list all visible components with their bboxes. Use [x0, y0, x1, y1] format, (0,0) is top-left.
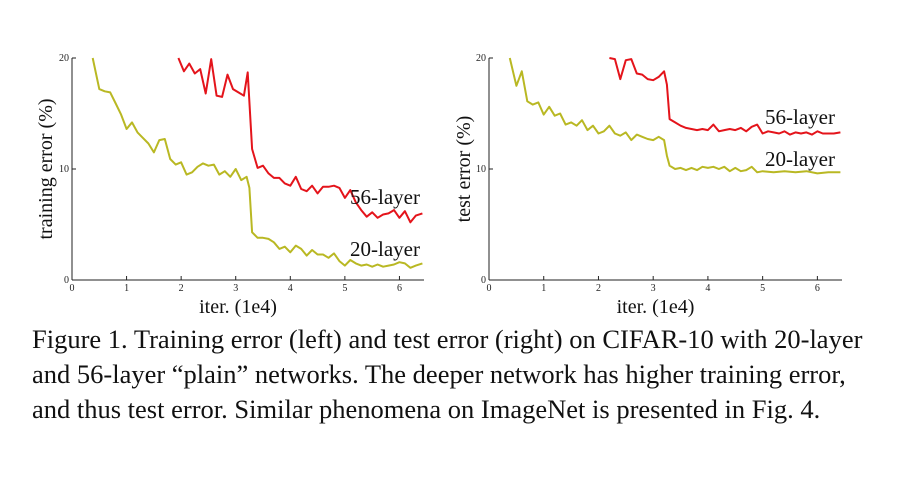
- x-tick-label: 1: [541, 283, 546, 294]
- x-tick-label: 4: [288, 283, 293, 294]
- y-axis-label: training error (%): [35, 98, 57, 239]
- series-label: 20-layer: [765, 147, 835, 171]
- x-tick-label: 6: [397, 283, 402, 294]
- y-tick-label: 10: [59, 164, 69, 175]
- series-label: 56-layer: [765, 105, 835, 129]
- y-tick-label: 20: [476, 53, 486, 64]
- x-tick-label: 5: [760, 283, 765, 294]
- series-line-20-layer: [91, 57, 423, 269]
- series-label: 20-layer: [350, 237, 420, 261]
- x-axis-label: iter. (1e4): [617, 296, 695, 318]
- x-tick-label: 0: [70, 283, 75, 294]
- x-tick-label: 3: [233, 283, 238, 294]
- y-tick-label: 10: [476, 164, 486, 175]
- series-label: 56-layer: [350, 185, 420, 209]
- x-tick-label: 0: [487, 283, 492, 294]
- y-axis-label: test error (%): [453, 116, 475, 223]
- x-axis-label: iter. (1e4): [199, 296, 277, 318]
- figure-caption: Figure 1. Training error (left) and test…: [32, 324, 863, 424]
- series-line-56-layer: [177, 57, 423, 224]
- y-tick-label: 0: [481, 275, 486, 286]
- y-tick-label: 0: [64, 275, 69, 286]
- series-line-20-layer: [508, 57, 841, 175]
- x-tick-label: 3: [651, 283, 656, 294]
- x-tick-label: 5: [342, 283, 347, 294]
- training-error-chart: 0 1 2 3 4 5 6 0 10 20 iter. (1e4) training error (%…: [35, 53, 424, 318]
- x-tick-label: 2: [596, 283, 601, 294]
- x-tick-label: 6: [815, 283, 820, 294]
- x-tick-label: 1: [124, 283, 129, 294]
- x-tick-label: 2: [179, 283, 184, 294]
- x-tick-label: 4: [705, 283, 710, 294]
- y-tick-label: 20: [59, 53, 69, 64]
- test-error-chart: 0 1 2 3 4 5 6 0 10 20 iter. (1e4) test error (%) 56-…: [453, 53, 842, 318]
- series-line-56-layer: [609, 57, 841, 136]
